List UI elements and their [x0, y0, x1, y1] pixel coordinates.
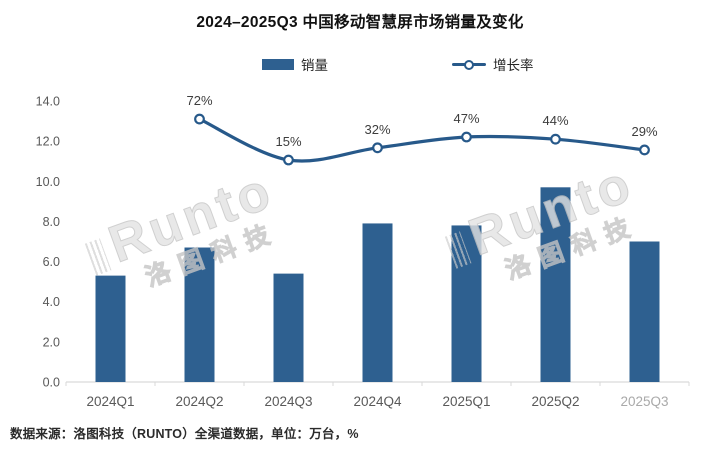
- x-axis-label-2024Q2: 2024Q2: [175, 394, 223, 409]
- legend-item-sales: 销量: [262, 54, 328, 74]
- growth-marker-2024Q3: [283, 154, 294, 166]
- x-axis-label-2024Q1: 2024Q1: [86, 394, 134, 409]
- source-note: 数据来源：洛图科技（RUNTO）全渠道数据，单位：万台，%: [10, 427, 359, 441]
- growth-marker-2025Q2: [550, 133, 561, 145]
- growth-label-2024Q4: 32%: [364, 122, 390, 137]
- growth-marker-2024Q4: [372, 142, 383, 154]
- bar-swatch-icon: [262, 58, 294, 70]
- y-axis-label: 10.0: [36, 175, 60, 189]
- growth-line: [197, 117, 647, 163]
- legend: 销量 增长率: [262, 54, 534, 74]
- marker-dot-icon: [464, 59, 474, 70]
- growth-marker-2025Q3: [639, 144, 650, 156]
- bar-2024Q2: [184, 247, 215, 382]
- y-axis-label: 12.0: [36, 135, 60, 149]
- y-axis-label: 6.0: [43, 255, 60, 269]
- x-axis-label-2024Q4: 2024Q4: [353, 394, 402, 409]
- y-axis-label: 0.0: [43, 376, 60, 390]
- growth-label-2025Q2: 44%: [542, 113, 568, 128]
- legend-growth-label: 增长率: [493, 58, 534, 73]
- legend-sales-label: 销量: [301, 58, 328, 73]
- bar-2024Q4: [362, 223, 393, 382]
- bar-2024Q3: [273, 273, 304, 382]
- x-axis-label-2025Q1: 2025Q1: [442, 394, 490, 409]
- growth-label-2025Q1: 47%: [453, 111, 479, 126]
- growth-label-2024Q2: 72%: [186, 93, 212, 108]
- growth-marker-2024Q2: [194, 113, 205, 125]
- bar-2025Q1: [451, 225, 482, 382]
- bar-2025Q3: [629, 241, 660, 382]
- bar-2024Q1: [95, 275, 126, 382]
- x-axis-label-2025Q2: 2025Q2: [531, 394, 579, 409]
- growth-marker-2025Q1: [461, 131, 472, 143]
- chart-title: 2024–2025Q3 中国移动智慧屏市场销量及变化: [196, 14, 524, 31]
- x-axis-label-2024Q3: 2024Q3: [264, 394, 312, 409]
- growth-label-2024Q3: 15%: [275, 134, 301, 149]
- y-axis-label: 14.0: [36, 95, 60, 109]
- y-axis-label: 8.0: [43, 215, 60, 229]
- legend-item-growth: 增长率: [452, 54, 534, 74]
- line-marker-swatch-icon: [452, 59, 486, 70]
- y-axis-label: 4.0: [43, 295, 60, 309]
- bar-2025Q2: [540, 187, 571, 382]
- x-axis-label-2025Q3: 2025Q3: [620, 394, 668, 409]
- y-axis-label: 2.0: [43, 335, 60, 349]
- growth-label-2025Q3: 29%: [631, 124, 657, 139]
